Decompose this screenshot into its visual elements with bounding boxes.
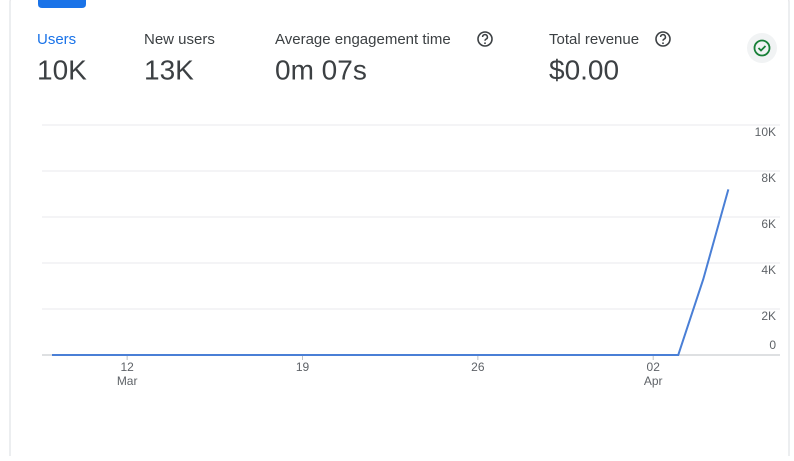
y-tick-label: 10K: [755, 125, 776, 139]
metric-value: $0.00: [549, 54, 619, 85]
x-tick-label: 02: [647, 360, 661, 374]
x-tick-sublabel: Apr: [644, 374, 663, 388]
x-tick-label: 12: [120, 360, 134, 374]
series-line: [52, 189, 730, 356]
metrics: Users 10K New users 13K Average engagement t…: [37, 31, 639, 85]
y-tick-label: 4K: [761, 263, 776, 277]
metric-label: Users: [37, 31, 76, 48]
metric-label: New users: [144, 31, 215, 48]
metric-value: 0m 07s: [275, 54, 367, 85]
y-tick-label: 2K: [761, 309, 776, 323]
y-tick-label: 0: [769, 338, 776, 352]
metric-label: Average engagement time: [275, 31, 451, 48]
x-tick-sublabel: Mar: [117, 374, 138, 388]
y-tick-label: 8K: [761, 171, 776, 185]
status-check-icon[interactable]: [747, 33, 777, 63]
metric-label: Total revenue: [549, 31, 639, 48]
card-border: [9, 0, 790, 461]
y-tick-label: 6K: [761, 217, 776, 231]
x-tick-label: 19: [296, 360, 310, 374]
selected-tab-indicator: [38, 0, 86, 8]
help-icon[interactable]: [655, 31, 671, 47]
metric-value: 13K: [144, 54, 194, 85]
x-tick-label: 26: [471, 360, 485, 374]
help-icon[interactable]: [477, 31, 493, 47]
metric-value: 10K: [37, 54, 87, 85]
